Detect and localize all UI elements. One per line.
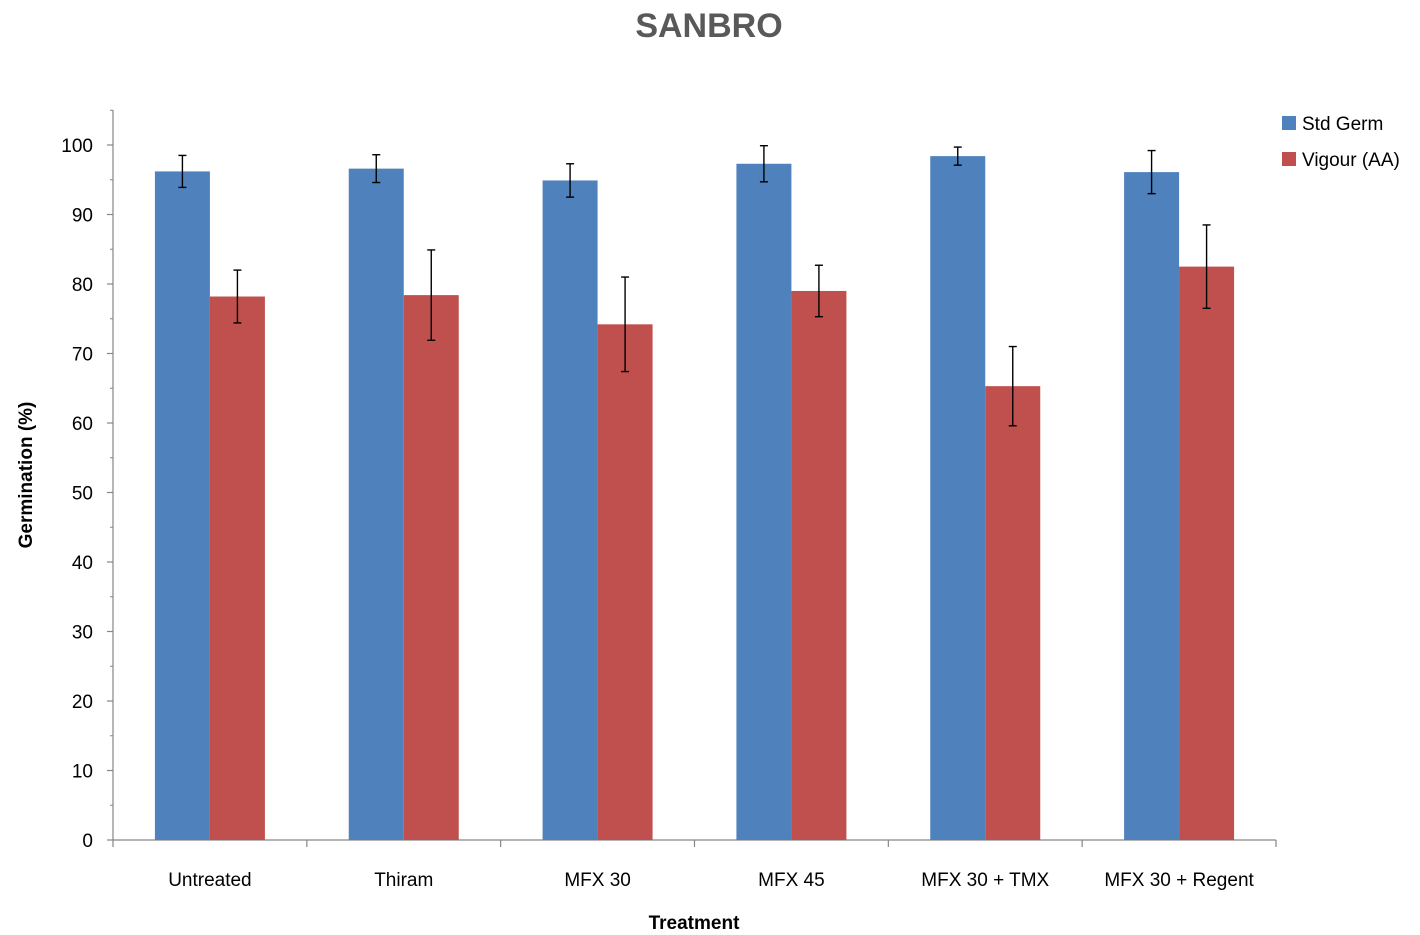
y-tick-label: 10 <box>72 762 93 783</box>
y-tick-label: 30 <box>72 623 93 644</box>
legend-swatch <box>1282 152 1296 166</box>
y-tick-label: 20 <box>72 692 93 713</box>
bar <box>154 171 210 840</box>
chart-title: SANBRO <box>635 7 782 45</box>
x-tick-label: MFX 30 <box>564 870 631 891</box>
legend-swatch <box>1282 116 1296 130</box>
x-axis: Untreated Thiram MFX 30 MFX 45 MFX 30 + TMX M… <box>112 839 1277 891</box>
bars-group <box>154 144 1235 841</box>
y-tick-label: 90 <box>72 206 93 227</box>
y-tick-label: 100 <box>61 136 93 157</box>
bar <box>542 180 598 840</box>
x-axis-title: Treatment <box>649 913 740 934</box>
x-tick-label: MFX 30 + Regent <box>1104 870 1254 891</box>
bar <box>348 168 404 840</box>
bar <box>1179 266 1235 840</box>
y-tick-label: 80 <box>72 275 93 296</box>
y-tick-label: 50 <box>72 484 93 505</box>
legend-label: Vigour (AA) <box>1302 150 1400 171</box>
x-tick-label: MFX 45 <box>758 870 825 891</box>
x-tick-label: Thiram <box>374 870 433 891</box>
bar <box>985 386 1041 840</box>
bar <box>736 163 792 840</box>
x-tick-label: Untreated <box>168 870 251 891</box>
legend-label: Std Germ <box>1302 114 1383 135</box>
bar <box>791 290 847 840</box>
x-tick-label: MFX 30 + TMX <box>921 870 1049 891</box>
legend: Std Germ Vigour (AA) <box>1282 114 1400 171</box>
y-axis-title: Germination (%) <box>16 402 37 549</box>
y-tick-label: 0 <box>82 831 93 852</box>
bar <box>930 156 986 840</box>
bar <box>597 324 653 840</box>
bar <box>209 296 265 840</box>
y-tick-label: 70 <box>72 345 93 366</box>
y-tick-label: 60 <box>72 414 93 435</box>
bar <box>1124 172 1180 841</box>
y-tick-label: 40 <box>72 553 93 574</box>
y-axis: 0 10 20 30 40 50 60 70 80 90 100 <box>61 109 114 852</box>
bar <box>403 295 459 840</box>
